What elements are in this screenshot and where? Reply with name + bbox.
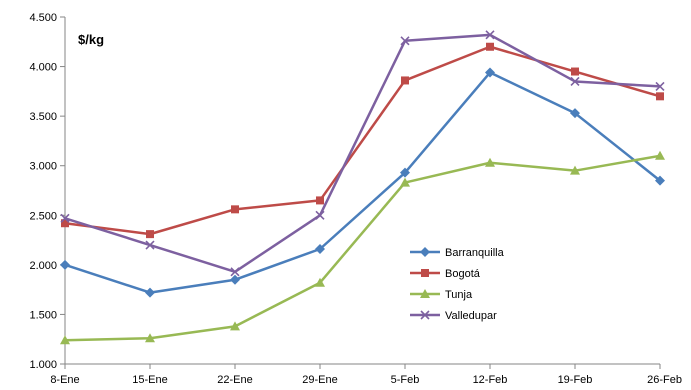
marker-x-stroke bbox=[315, 210, 325, 220]
legend-marker bbox=[420, 310, 430, 320]
x-tick-label: 29-Ene bbox=[302, 374, 337, 386]
legend-marker bbox=[420, 247, 430, 257]
series-line-valledupar bbox=[64, 33, 661, 274]
y-tick-label: 2.500 bbox=[29, 210, 57, 222]
legend-item-valledupar: Valledupar bbox=[410, 310, 497, 322]
data-point-barranquilla bbox=[60, 259, 70, 270]
series-barranquilla bbox=[60, 67, 665, 298]
legend-label: Valledupar bbox=[445, 310, 497, 322]
x-tick-label: 5-Feb bbox=[391, 374, 420, 386]
series-line-barranquilla bbox=[64, 71, 661, 294]
series-line-bogota bbox=[64, 45, 661, 236]
series-bogota bbox=[61, 42, 664, 239]
y-tick-label: 1.000 bbox=[29, 359, 57, 371]
marker-x-stroke bbox=[655, 81, 665, 91]
data-point-barranquilla bbox=[145, 287, 155, 298]
data-point-barranquilla bbox=[400, 167, 410, 178]
data-point-tunja bbox=[570, 165, 580, 175]
data-point-bogota bbox=[146, 230, 154, 239]
data-point-tunja bbox=[145, 333, 155, 343]
data-point-valledupar bbox=[60, 213, 70, 223]
x-tick-label: 22-Ene bbox=[217, 374, 252, 386]
data-point-valledupar bbox=[655, 81, 665, 91]
series-group bbox=[60, 30, 665, 345]
data-point-tunja bbox=[655, 150, 665, 160]
marker-x-stroke bbox=[485, 30, 495, 40]
legend-label: Barranquilla bbox=[445, 247, 505, 259]
y-tick-label: 3.500 bbox=[29, 111, 57, 123]
legend: Barranquilla Bogotá Tunja Valledupar bbox=[410, 247, 505, 322]
y-tick-label: 4.500 bbox=[29, 12, 57, 24]
y-tick-label: 4.000 bbox=[29, 62, 57, 74]
x-tick-label: 19-Feb bbox=[558, 374, 593, 386]
legend-item-bogota: Bogotá bbox=[410, 268, 481, 280]
data-point-barranquilla bbox=[315, 243, 325, 254]
x-axis-ticks: 8-Ene 15-Ene 22-Ene 29-Ene 5-Feb 12-Feb 19-Feb… bbox=[50, 364, 682, 386]
series-valledupar bbox=[60, 30, 665, 277]
data-point-barranquilla bbox=[485, 67, 495, 78]
legend-marker bbox=[421, 269, 429, 277]
x-tick-label: 8-Ene bbox=[50, 374, 79, 386]
data-point-tunja bbox=[60, 335, 70, 345]
y-tick-label: 1.500 bbox=[29, 309, 57, 321]
unit-label: $/kg bbox=[78, 32, 104, 47]
legend-item-tunja: Tunja bbox=[410, 289, 473, 301]
x-tick-label: 12-Feb bbox=[473, 374, 508, 386]
x-tick-label: 15-Ene bbox=[132, 374, 167, 386]
legend-marker bbox=[420, 289, 430, 298]
data-point-tunja bbox=[400, 177, 410, 187]
legend-item-barranquilla: Barranquilla bbox=[410, 247, 505, 259]
series-line-tunja bbox=[64, 154, 661, 342]
data-point-tunja bbox=[485, 157, 495, 167]
marker-x-stroke bbox=[60, 213, 70, 223]
data-point-tunja bbox=[315, 277, 325, 287]
data-point-valledupar bbox=[145, 240, 155, 250]
data-point-barranquilla bbox=[655, 175, 665, 186]
data-point-valledupar bbox=[570, 76, 580, 87]
marker-x-stroke bbox=[230, 267, 240, 277]
y-tick-label: 3.000 bbox=[29, 161, 57, 173]
data-point-barranquilla bbox=[230, 274, 240, 285]
marker-x-stroke bbox=[570, 76, 580, 87]
data-point-bogota bbox=[571, 67, 579, 76]
data-point-bogota bbox=[656, 92, 664, 101]
data-point-bogota bbox=[61, 219, 69, 228]
series-tunja bbox=[60, 150, 665, 345]
data-point-tunja bbox=[230, 321, 240, 331]
legend-label: Bogotá bbox=[445, 268, 481, 280]
data-point-valledupar bbox=[230, 267, 240, 277]
marker-x-stroke bbox=[400, 36, 410, 46]
y-axis-ticks: 1.000 1.500 2.000 2.500 3.000 3.500 4.000 4.500 bbox=[29, 12, 65, 371]
data-point-barranquilla bbox=[570, 108, 580, 119]
data-point-bogota bbox=[401, 76, 409, 85]
marker-x-stroke bbox=[420, 310, 430, 320]
data-point-valledupar bbox=[485, 30, 495, 40]
axes bbox=[64, 17, 660, 365]
data-point-bogota bbox=[486, 42, 494, 51]
marker-x-stroke bbox=[145, 240, 155, 250]
data-point-bogota bbox=[231, 205, 239, 214]
y-tick-label: 2.000 bbox=[29, 260, 57, 272]
legend-label: Tunja bbox=[445, 289, 473, 301]
x-tick-label: 26-Feb bbox=[647, 374, 682, 386]
data-point-valledupar bbox=[400, 36, 410, 46]
data-point-bogota bbox=[316, 196, 324, 205]
data-point-valledupar bbox=[315, 210, 325, 220]
